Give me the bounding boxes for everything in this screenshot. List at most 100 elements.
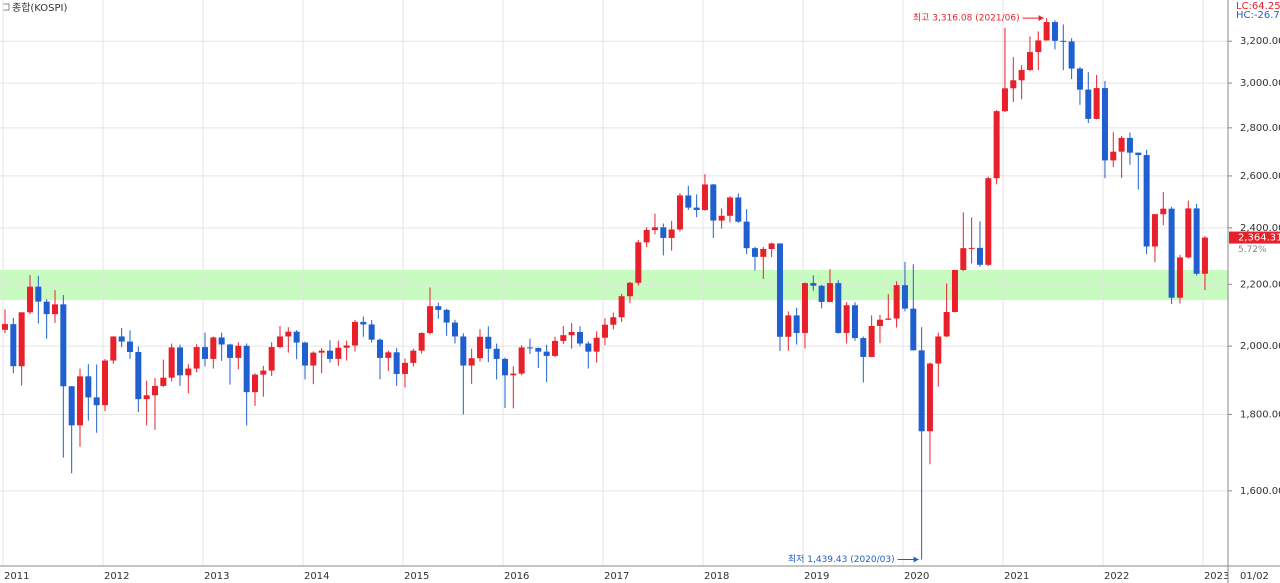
candle-body: [151, 385, 158, 396]
candle-body: [910, 308, 917, 351]
candle-body: [376, 339, 383, 358]
price-tag-label: 2,364.31: [1238, 233, 1280, 244]
y-tick-label: 2,400.00: [1240, 223, 1280, 234]
candle-body: [126, 341, 133, 352]
candle-body: [785, 315, 792, 337]
candle-body: [543, 351, 550, 356]
chart-title: 종합(KOSPI): [12, 2, 68, 14]
candle-body: [1201, 237, 1208, 274]
candle-body: [1060, 40, 1067, 42]
candle-body: [43, 301, 50, 315]
candle-body: [551, 340, 558, 356]
candle-body: [810, 283, 817, 286]
candle-body: [443, 309, 450, 323]
y-tick-label: 1,800.00: [1240, 409, 1280, 420]
y-tick-label: 1,600.00: [1240, 486, 1280, 497]
candle-body: [1076, 68, 1083, 90]
candle-body: [451, 322, 458, 337]
candle-body: [118, 336, 125, 342]
candle-body: [435, 306, 442, 310]
candle-body: [535, 348, 542, 352]
candle-body: [968, 247, 975, 249]
x-tick-label: 2016: [504, 571, 529, 582]
candle-body: [1126, 137, 1133, 153]
candle-body: [518, 347, 525, 374]
candle-body: [51, 304, 58, 315]
candle-body: [335, 347, 342, 359]
candle-body: [768, 243, 775, 249]
price-tag: [1229, 231, 1280, 244]
candle-body: [1193, 208, 1200, 274]
candle-body: [143, 395, 150, 400]
y-tick-label: 2,000.00: [1240, 341, 1280, 352]
x-tick-label: 2021: [1004, 571, 1029, 582]
price-change: 5.72%: [1238, 245, 1267, 255]
candle-body: [326, 350, 333, 359]
candle-body: [926, 363, 933, 432]
candle-body: [1135, 152, 1142, 156]
candle-body: [18, 312, 25, 367]
candle-body: [426, 306, 433, 333]
candle-body: [851, 305, 858, 339]
x-tick-label: 2020: [904, 571, 929, 582]
candle-body: [218, 337, 225, 345]
y-tick-label: 2,600.00: [1240, 171, 1280, 182]
candle-body: [85, 376, 92, 398]
x-tick-label: 2014: [304, 571, 329, 582]
y-tick-label: 2,800.00: [1240, 123, 1280, 134]
candle-body: [660, 227, 667, 238]
candle-body: [260, 370, 267, 375]
candle-body: [460, 336, 467, 366]
candle-body: [893, 285, 900, 319]
candle-body: [710, 184, 717, 221]
candle-body: [176, 347, 183, 376]
candle-body: [801, 283, 808, 333]
x-tick-label: 2013: [204, 571, 229, 582]
candle-body: [410, 350, 417, 363]
candle-body: [135, 351, 142, 400]
y-tick-label: 3,200.00: [1240, 36, 1280, 47]
candle-body: [351, 321, 358, 346]
x-tick-label: 2019: [804, 571, 829, 582]
indicator-hc: HC:-26.70: [1236, 10, 1280, 21]
candle-body: [1168, 208, 1175, 298]
candle-body: [93, 397, 100, 406]
candle-body: [635, 242, 642, 283]
candle-body: [760, 248, 767, 257]
candle-body: [418, 332, 425, 351]
candle-body: [618, 296, 625, 318]
candle-body: [818, 285, 825, 302]
candle-body: [743, 221, 750, 249]
candle-body: [1001, 88, 1008, 112]
candle-body: [485, 336, 492, 349]
candle-body: [393, 352, 400, 374]
candle-body: [476, 336, 483, 359]
candle-body: [793, 315, 800, 333]
candle-body: [310, 352, 317, 366]
candle-body: [401, 362, 408, 374]
x-tick-label: 2012: [104, 571, 129, 582]
candle-body: [626, 282, 633, 297]
candle-body: [160, 377, 167, 386]
candle-body: [2, 324, 8, 330]
candle-body: [718, 215, 725, 221]
candle-body: [601, 324, 608, 338]
candle-body: [976, 247, 983, 265]
candle-body: [185, 368, 192, 376]
x-tick-label: 2018: [704, 571, 729, 582]
candle-body: [960, 248, 967, 270]
candle-body: [835, 283, 842, 333]
candle-body: [168, 347, 175, 378]
candle-body: [993, 111, 1000, 179]
candle-body: [226, 344, 233, 358]
candle-body: [1043, 22, 1050, 41]
indicator-lc: LC:64.25: [1236, 1, 1280, 12]
candle-body: [493, 348, 500, 359]
candle-body: [585, 343, 592, 352]
candle-body: [76, 376, 83, 426]
y-tick-label: 3,000.00: [1240, 78, 1280, 89]
candle-body: [593, 337, 600, 352]
candle-body: [776, 243, 783, 337]
candle-body: [285, 331, 292, 337]
candle-body: [243, 345, 250, 393]
